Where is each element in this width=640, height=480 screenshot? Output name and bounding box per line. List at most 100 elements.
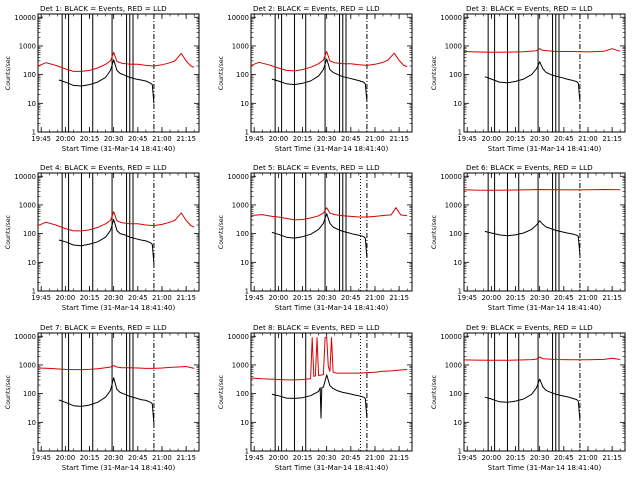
y-tick-label: 1000 xyxy=(445,361,462,369)
panel-det-2: Det 2: BLACK = Events, RED = LLD Counts/s… xyxy=(218,4,413,153)
x-tick-label: 20:15 xyxy=(293,454,313,462)
x-tick-label: 20:00 xyxy=(482,294,502,302)
x-axis-label: Start Time (31-Mar-14 18:41:40) xyxy=(62,145,176,153)
x-tick-label: 21:00 xyxy=(578,294,598,302)
x-tick-label: 20:30 xyxy=(104,454,124,462)
y-tick-label: 10 xyxy=(240,419,249,427)
y-tick-label: 10000 xyxy=(440,333,462,341)
x-tick-label: 20:45 xyxy=(341,454,361,462)
x-tick-label: 20:00 xyxy=(56,294,76,302)
plot-frame xyxy=(463,13,626,133)
panel-title: Det 2: BLACK = Events, RED = LLD xyxy=(253,4,380,13)
panel-det-3: Det 3: BLACK = Events, RED = LLD Counts/s… xyxy=(431,4,626,153)
x-tick-label: 20:15 xyxy=(80,135,100,143)
y-tick-label: 1000 xyxy=(19,361,36,369)
events-series-line xyxy=(484,220,581,256)
x-tick-label: 21:15 xyxy=(176,294,196,302)
x-tick-label: 21:00 xyxy=(152,135,172,143)
y-tick-label: 100 xyxy=(236,230,249,238)
x-tick-label: 21:00 xyxy=(578,135,598,143)
y-tick-label: 10000 xyxy=(14,333,36,341)
y-axis-label: Counts/sec xyxy=(218,374,225,409)
x-tick-label: 21:15 xyxy=(389,135,409,143)
panel-det-4: Det 4: BLACK = Events, RED = LLD Counts/s… xyxy=(5,163,200,312)
y-tick-label: 1 xyxy=(245,288,249,296)
panel-title: Det 4: BLACK = Events, RED = LLD xyxy=(40,163,167,172)
x-tick-label: 20:00 xyxy=(269,294,289,302)
x-axis-label: Start Time (31-Mar-14 18:41:40) xyxy=(62,464,176,472)
events-series-line xyxy=(58,377,155,424)
x-tick-label: 19:45 xyxy=(244,294,264,302)
x-tick-label: 21:15 xyxy=(176,454,196,462)
x-tick-label: 20:15 xyxy=(506,294,526,302)
y-tick-label: 1000 xyxy=(445,201,462,209)
x-axis-label: Start Time (31-Mar-14 18:41:40) xyxy=(275,464,389,472)
y-tick-label: 1 xyxy=(458,448,462,456)
x-tick-label: 20:00 xyxy=(269,135,289,143)
x-tick-label: 20:45 xyxy=(128,454,148,462)
panel-title: Det 8: BLACK = Events, RED = LLD xyxy=(253,323,380,332)
x-tick-label: 21:00 xyxy=(578,454,598,462)
x-tick-label: 21:00 xyxy=(365,454,385,462)
x-tick-label: 19:45 xyxy=(31,294,51,302)
plot-frame xyxy=(250,172,413,292)
x-tick-label: 20:00 xyxy=(269,454,289,462)
plot-area xyxy=(251,173,408,291)
x-axis-label: Start Time (31-Mar-14 18:41:40) xyxy=(275,304,389,312)
y-tick-label: 100 xyxy=(449,71,462,79)
panel-title: Det 6: BLACK = Events, RED = LLD xyxy=(466,163,593,172)
x-tick-label: 20:15 xyxy=(80,294,100,302)
x-axis-label: Start Time (31-Mar-14 18:41:40) xyxy=(488,464,602,472)
x-tick-label: 20:30 xyxy=(104,135,124,143)
y-tick-label: 10 xyxy=(27,259,36,267)
x-tick-label: 21:00 xyxy=(152,294,172,302)
y-tick-label: 10 xyxy=(240,100,249,108)
y-tick-label: 10 xyxy=(453,419,462,427)
panel-title: Det 5: BLACK = Events, RED = LLD xyxy=(253,163,380,172)
y-tick-label: 10000 xyxy=(227,333,249,341)
lld-series-line xyxy=(38,51,195,72)
x-tick-label: 19:45 xyxy=(244,135,264,143)
x-tick-label: 20:30 xyxy=(317,454,337,462)
events-series-line xyxy=(271,213,368,258)
y-tick-label: 1 xyxy=(32,129,36,137)
plot-frame xyxy=(37,172,200,292)
x-axis-label: Start Time (31-Mar-14 18:41:40) xyxy=(275,145,389,153)
y-axis-label: Counts/sec xyxy=(218,214,225,249)
y-tick-label: 100 xyxy=(23,230,36,238)
y-tick-label: 10000 xyxy=(14,14,36,22)
x-tick-label: 21:15 xyxy=(176,135,196,143)
x-tick-label: 20:45 xyxy=(554,135,574,143)
lld-series-line xyxy=(464,356,621,361)
x-tick-label: 21:00 xyxy=(365,294,385,302)
plot-area xyxy=(38,333,195,451)
plot-area xyxy=(38,173,195,291)
x-tick-label: 20:15 xyxy=(80,454,100,462)
x-tick-label: 20:30 xyxy=(530,454,550,462)
plot-frame xyxy=(250,332,413,452)
y-tick-label: 1000 xyxy=(232,361,249,369)
x-tick-label: 20:45 xyxy=(554,454,574,462)
y-tick-label: 100 xyxy=(23,390,36,398)
panel-det-8: Det 8: BLACK = Events, RED = LLD Counts/s… xyxy=(218,323,413,472)
x-tick-label: 19:45 xyxy=(244,454,264,462)
y-tick-label: 1000 xyxy=(232,201,249,209)
y-tick-label: 100 xyxy=(449,390,462,398)
lld-series-line xyxy=(38,211,195,232)
x-tick-label: 20:30 xyxy=(530,135,550,143)
plot-frame xyxy=(37,332,200,452)
y-tick-label: 10000 xyxy=(14,173,36,181)
y-tick-label: 1 xyxy=(458,129,462,137)
plot-area xyxy=(464,14,621,132)
panel-title: Det 7: BLACK = Events, RED = LLD xyxy=(40,323,167,332)
plot-area xyxy=(38,14,195,132)
y-tick-label: 1000 xyxy=(232,42,249,50)
y-tick-label: 1 xyxy=(458,288,462,296)
x-tick-label: 19:45 xyxy=(31,135,51,143)
lld-series-line xyxy=(251,337,408,381)
x-tick-label: 20:00 xyxy=(56,454,76,462)
panel-title: Det 1: BLACK = Events, RED = LLD xyxy=(40,4,167,13)
y-axis-label: Counts/sec xyxy=(431,214,438,249)
plot-frame xyxy=(463,172,626,292)
